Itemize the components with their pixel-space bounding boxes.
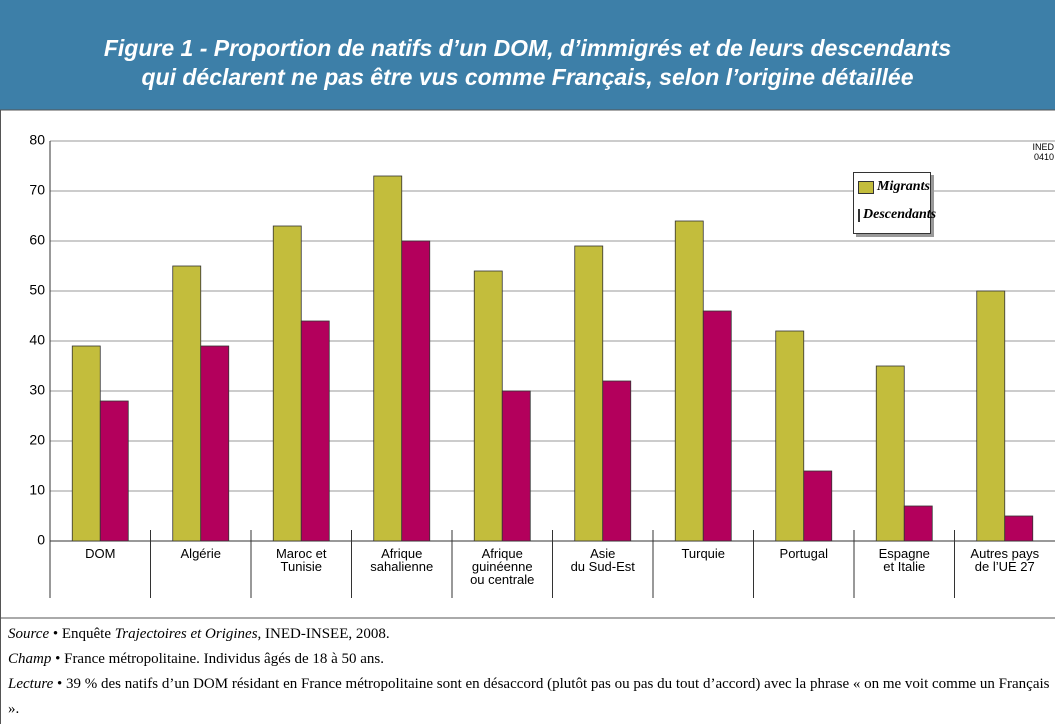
bar bbox=[976, 290, 1006, 542]
x-tick-label: Espagne et Italie bbox=[878, 546, 930, 574]
y-tick-label: 30 bbox=[29, 382, 45, 398]
y-tick-label: 40 bbox=[29, 332, 45, 348]
bar bbox=[71, 345, 101, 542]
legend-label: Descendants bbox=[863, 207, 937, 222]
y-tick-label: 70 bbox=[29, 182, 45, 198]
x-tick-label: Afrique guinéenne ou centrale bbox=[470, 546, 535, 587]
y-tick-label: 60 bbox=[29, 232, 45, 248]
bar bbox=[373, 175, 403, 542]
note-text: , INED-INSEE, 2008. bbox=[257, 626, 390, 642]
x-tick-label: Asie du Sud-Est bbox=[570, 546, 635, 574]
legend-swatch bbox=[858, 208, 860, 222]
legend-label: Migrants bbox=[877, 179, 930, 194]
x-tick-label: Afrique sahalienne bbox=[370, 546, 434, 574]
x-tick-label: DOM bbox=[85, 546, 116, 561]
note-text: Trajectoires et Origines bbox=[114, 626, 258, 642]
legend: Migrants Descendants bbox=[853, 172, 936, 234]
bar bbox=[574, 245, 604, 542]
note-text: • 39 % des natifs d’un DOM résidant en F… bbox=[8, 676, 1050, 717]
x-tick-label: Autres pays de l’UE 27 bbox=[970, 546, 1040, 574]
x-tick-label: Algérie bbox=[180, 546, 221, 561]
bar bbox=[172, 265, 202, 542]
notes: Source • Enquête Trajectoires et Origine… bbox=[8, 622, 1053, 722]
y-tick-label: 50 bbox=[29, 282, 45, 298]
bar bbox=[473, 270, 503, 542]
bar bbox=[903, 505, 933, 542]
bar bbox=[803, 470, 833, 542]
note: Champ • France métropolitaine. Individus… bbox=[8, 647, 1053, 672]
bar bbox=[702, 310, 732, 542]
y-tick-label: 10 bbox=[29, 482, 45, 498]
note-label: Lecture bbox=[8, 676, 54, 692]
bar bbox=[99, 400, 129, 542]
bar bbox=[602, 380, 632, 542]
note-text: • Enquête bbox=[49, 626, 115, 642]
y-tick-label: 80 bbox=[29, 132, 45, 148]
chart-title: Figure 1 - Proportion de natifs d’un DOM… bbox=[103, 35, 952, 90]
x-tick-label: Portugal bbox=[779, 546, 828, 561]
y-tick-label: 0 bbox=[37, 532, 45, 548]
note: Lecture • 39 % des natifs d’un DOM résid… bbox=[8, 672, 1053, 722]
note-label: Source bbox=[8, 626, 50, 642]
x-tick-label: Maroc et Tunisie bbox=[275, 546, 327, 574]
bar bbox=[200, 345, 230, 542]
legend-item: Migrants bbox=[854, 173, 930, 201]
bar bbox=[401, 240, 431, 542]
note-label: Champ bbox=[8, 651, 52, 667]
bar bbox=[775, 330, 805, 542]
bar bbox=[501, 390, 531, 542]
x-tick-label: Turquie bbox=[681, 546, 726, 561]
note-text: • France métropolitaine. Individus âgés … bbox=[51, 651, 385, 667]
header bbox=[0, 0, 1055, 110]
bar bbox=[272, 225, 302, 542]
note: Source • Enquête Trajectoires et Origine… bbox=[8, 622, 1053, 647]
bar bbox=[1004, 515, 1034, 542]
y-tick-label: 20 bbox=[29, 432, 45, 448]
bar bbox=[875, 365, 905, 542]
legend-item: Descendants bbox=[854, 201, 936, 229]
legend-swatch bbox=[858, 180, 874, 194]
bar bbox=[300, 320, 330, 542]
bar bbox=[674, 220, 704, 542]
annotation: INED 0410 bbox=[1032, 142, 1054, 162]
